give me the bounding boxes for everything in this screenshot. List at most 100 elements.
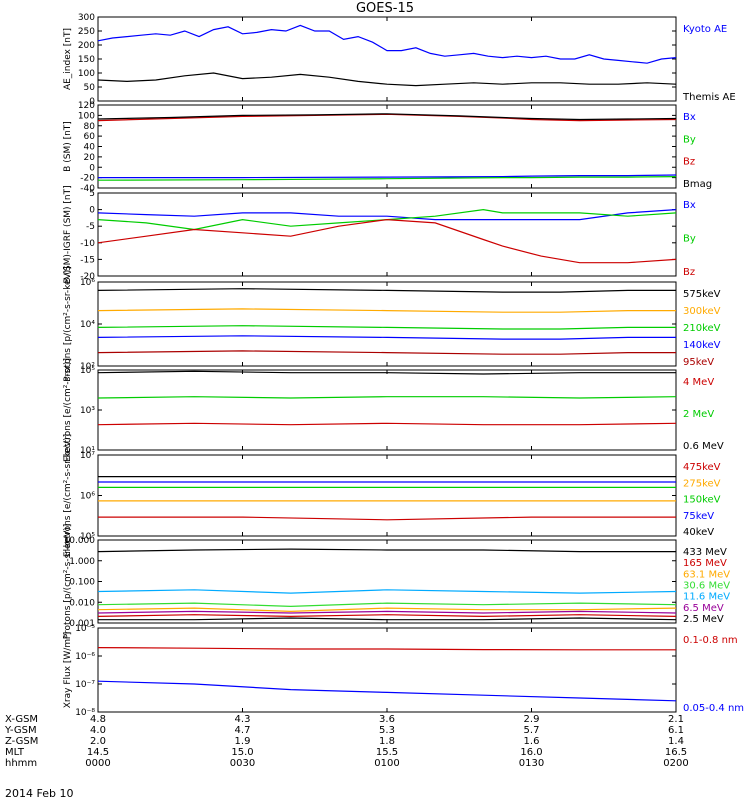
ytick-label: 50 bbox=[84, 83, 96, 93]
ytick-label: 60 bbox=[84, 132, 96, 142]
footer-row-value: 14.5 bbox=[87, 747, 109, 758]
series-line-2 bbox=[97, 72, 677, 87]
series-line-1 bbox=[97, 548, 676, 553]
panel-frame bbox=[97, 192, 677, 277]
footer-row-value: 4.0 bbox=[90, 725, 106, 736]
legend-label: 40keV bbox=[683, 527, 714, 538]
panel-5: Electrons [e/(cm²-s-sr)] 10⁵ 10³ 10¹ 4 MeV 2 … bbox=[63, 358, 724, 462]
ytick-label: -40 bbox=[80, 184, 95, 194]
footer-row-value: 4.8 bbox=[90, 714, 106, 725]
footer-row-value: 0100 bbox=[374, 758, 399, 769]
panel-ylabel: AE_index [nT] bbox=[63, 28, 73, 90]
panel-4: Protons [p/(cm²-s-sr-keV)] 10⁶ 10⁴ 10² 575ke… bbox=[63, 266, 721, 382]
series-line-3 bbox=[97, 218, 677, 264]
series-line-4 bbox=[97, 113, 677, 121]
legend-label: 150keV bbox=[683, 495, 721, 506]
legend-label: 140keV bbox=[683, 340, 721, 351]
footer-row-value: 15.5 bbox=[376, 747, 398, 758]
footer-row-value: 4.3 bbox=[235, 714, 251, 725]
ytick-label: 10⁷ bbox=[80, 451, 95, 461]
legend-label: 475keV bbox=[683, 462, 721, 473]
footer-row-value: 16.5 bbox=[665, 747, 687, 758]
footer-row-value: 5.3 bbox=[379, 725, 395, 736]
ytick-label: 40 bbox=[84, 143, 96, 153]
footer-row-label: hhmm bbox=[5, 758, 37, 769]
panel-6: Electrons [e/(cm²-s-sr-keV)] 10⁷ 10⁶ 10⁵ 475… bbox=[63, 434, 721, 557]
footer-date: 2014 Feb 10 bbox=[5, 787, 73, 800]
series-line-2 bbox=[97, 208, 677, 231]
panel-1: AE_index [nT] 300 250 200 150 100 50 0 Kyoto AE T… bbox=[63, 13, 736, 107]
legend-label: Bz bbox=[683, 267, 695, 278]
legend-label: 0.6 MeV bbox=[683, 441, 724, 452]
ytick-label: 10¹ bbox=[80, 446, 95, 456]
footer-row-value: 15.0 bbox=[231, 747, 253, 758]
series-line-1 bbox=[97, 288, 676, 293]
legend-label: By bbox=[683, 134, 696, 145]
footer-row-value: 2.9 bbox=[524, 714, 540, 725]
ytick-label: 0.100 bbox=[69, 578, 95, 588]
legend-label: 30.6 MeV bbox=[683, 581, 730, 592]
legend-label: 11.6 MeV bbox=[683, 592, 730, 603]
legend-label: 75keV bbox=[683, 511, 714, 522]
panel-ylabel: Protons [p/(cm²-s-sr-keV)] bbox=[63, 524, 73, 640]
series-line-7 bbox=[98, 617, 677, 621]
ytick-label: 10⁻⁷ bbox=[75, 680, 95, 690]
legend-label: 165 MeV bbox=[683, 558, 727, 569]
footer-row-value: 3.6 bbox=[379, 714, 395, 725]
footer-row-value: 0030 bbox=[230, 758, 255, 769]
legend-label: 2 MeV bbox=[683, 409, 714, 420]
ytick-label: 10³ bbox=[80, 406, 95, 416]
ytick-label: 250 bbox=[78, 27, 95, 37]
footer-row-value: 2.0 bbox=[90, 736, 106, 747]
legend-label: 300keV bbox=[683, 306, 721, 317]
series-line-2 bbox=[97, 614, 677, 618]
ytick-label: 10⁶ bbox=[80, 492, 95, 502]
ytick-label: 0 bbox=[89, 97, 95, 107]
panel-frame bbox=[97, 539, 677, 624]
panel-frame bbox=[97, 627, 677, 713]
panel-ylabel: B (SM) [nT] bbox=[63, 121, 73, 172]
footer-row-value: 6.1 bbox=[668, 725, 684, 736]
legend-label: Bx bbox=[683, 112, 696, 123]
series-line-4 bbox=[97, 335, 676, 340]
ytick-label: 0 bbox=[89, 163, 95, 173]
series-line-1 bbox=[98, 174, 677, 179]
panel-frame bbox=[97, 16, 677, 102]
legend-label: 433 MeV bbox=[683, 547, 727, 558]
panel-ylabel: Electrons [e/(cm²-s-sr-keV)] bbox=[63, 434, 73, 557]
series-line-2 bbox=[97, 176, 677, 181]
legend-label: 210keV bbox=[683, 323, 721, 334]
ytick-label: 200 bbox=[78, 41, 95, 51]
ytick-label: -10 bbox=[80, 239, 95, 249]
ytick-label: 120 bbox=[78, 101, 95, 111]
ytick-label: 10⁵ bbox=[80, 366, 95, 376]
ytick-label: 100 bbox=[78, 111, 95, 121]
footer-row-label: MLT bbox=[5, 747, 25, 758]
legend-label: Themis AE bbox=[682, 92, 736, 103]
panel-frame bbox=[97, 369, 677, 451]
ytick-label: 0.001 bbox=[69, 619, 95, 629]
ytick-label: -20 bbox=[80, 272, 95, 282]
footer-row-value: 5.7 bbox=[524, 725, 540, 736]
footer-row-value: 16.0 bbox=[520, 747, 542, 758]
legend-label: Bx bbox=[683, 200, 696, 211]
footer-row-value: 1.8 bbox=[379, 736, 395, 747]
ytick-label: 10⁵ bbox=[80, 532, 95, 542]
legend-label: Bz bbox=[683, 157, 695, 168]
series-line-5 bbox=[97, 350, 676, 355]
series-line-2 bbox=[97, 308, 676, 313]
series-line-1 bbox=[97, 422, 677, 426]
legend-label: 0.05-0.4 nm bbox=[683, 703, 744, 714]
ytick-label: 150 bbox=[78, 55, 95, 65]
series-line-1 bbox=[97, 646, 676, 651]
panel-3: B (SM)-IGRF (SM) [nT] 5 0 -5 -10 -15 -20 Bx By Bz bbox=[63, 185, 696, 283]
footer-row-value: 1.9 bbox=[235, 736, 251, 747]
plot-title: GOES-15 bbox=[356, 1, 414, 16]
legend-label: 6.5 MeV bbox=[683, 603, 724, 614]
series-line-3 bbox=[97, 325, 676, 330]
series-line-2 bbox=[97, 396, 677, 399]
footer-row-value: 0130 bbox=[519, 758, 544, 769]
